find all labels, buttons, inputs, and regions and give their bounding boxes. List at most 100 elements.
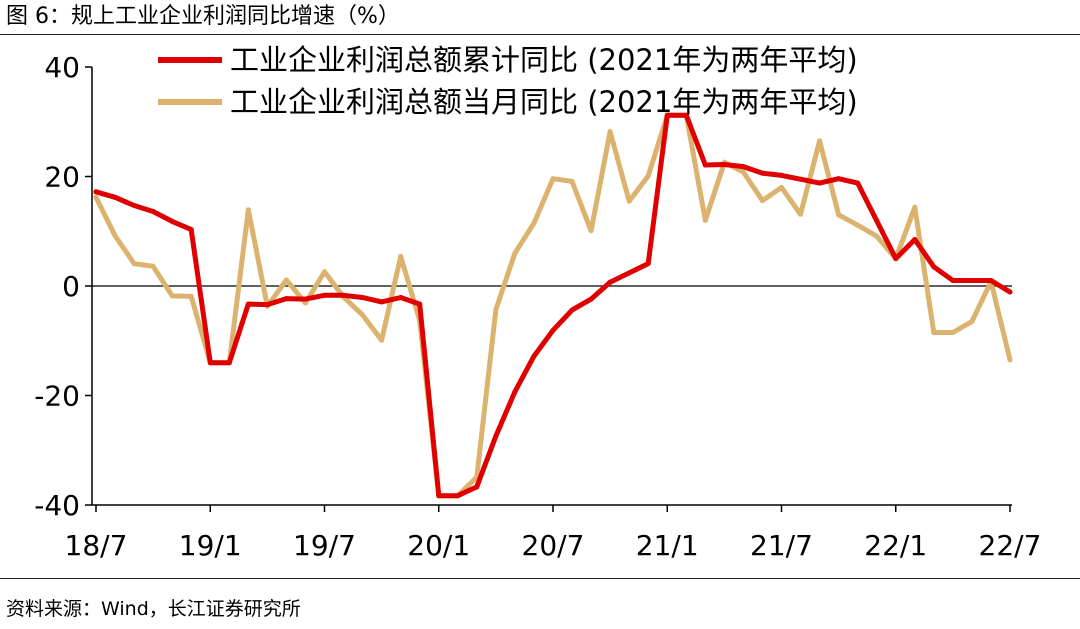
data-point — [626, 270, 632, 276]
data-point — [550, 176, 556, 182]
x-tick-label: 20/7 — [522, 529, 585, 562]
data-point — [112, 194, 118, 200]
data-point — [702, 217, 708, 223]
data-point — [131, 261, 137, 267]
data-point — [417, 301, 423, 307]
data-point — [379, 337, 385, 343]
data-point — [931, 330, 937, 335]
y-axis-ticks: 40 20 0 -20 -40 — [34, 51, 92, 522]
data-point — [455, 493, 461, 499]
data-point — [969, 319, 975, 325]
series-line — [93, 112, 1013, 499]
data-point — [188, 293, 194, 299]
legend-label: 工业企业利润总额当月同比 (2021年为两年平均) — [230, 85, 858, 119]
data-point — [93, 189, 99, 195]
legend-item: 工业企业利润总额当月同比 (2021年为两年平均) — [158, 85, 858, 119]
data-point — [93, 194, 99, 200]
data-point — [150, 209, 156, 214]
data-point — [683, 112, 689, 118]
data-point — [303, 300, 308, 306]
figure-caption: 图 6：规上工业企业利润同比增速（%） — [6, 4, 400, 29]
data-point — [588, 296, 594, 302]
y-tick-label: -40 — [34, 489, 80, 522]
data-point — [721, 162, 727, 167]
series-layer — [93, 112, 1013, 499]
data-point — [245, 301, 251, 307]
source-note: 资料来源：Wind，长江证券研究所 — [6, 598, 301, 620]
data-point — [283, 296, 289, 302]
data-point — [150, 263, 156, 269]
data-point — [550, 327, 556, 333]
data-point — [226, 360, 232, 366]
data-point — [626, 198, 632, 204]
data-point — [607, 279, 613, 285]
data-point — [569, 178, 575, 184]
data-point — [969, 278, 975, 283]
source-divider — [0, 578, 1080, 579]
data-point — [836, 212, 842, 218]
data-point — [874, 218, 880, 224]
data-point — [569, 307, 575, 313]
data-point — [893, 256, 899, 262]
y-tick-label: 40 — [44, 51, 80, 84]
data-point — [379, 299, 385, 305]
data-point — [322, 292, 327, 298]
data-point — [436, 493, 442, 499]
caption-divider — [0, 34, 1080, 35]
axes-layer: 40 20 0 -20 -40 18/7 19/1 19/7 20/1 20/7 21/1 21/7… — [34, 51, 1041, 562]
x-axis-ticks: 18/7 19/1 19/7 20/1 20/7 21/1 21/7 22/1 22/7 — [65, 505, 1042, 562]
data-point — [988, 278, 994, 283]
data-point — [588, 228, 594, 234]
data-point — [398, 295, 404, 300]
x-tick-label: 19/1 — [179, 529, 242, 562]
data-point — [836, 176, 842, 182]
data-point — [1007, 357, 1013, 363]
data-point — [169, 293, 175, 299]
data-point — [855, 180, 861, 186]
data-point — [341, 292, 346, 298]
data-point — [740, 164, 746, 170]
data-point — [169, 218, 175, 224]
data-point — [664, 112, 670, 118]
data-point — [798, 176, 803, 182]
x-tick-label: 21/1 — [636, 529, 699, 562]
data-point — [950, 330, 956, 335]
x-tick-label: 19/7 — [293, 529, 356, 562]
data-point — [645, 173, 651, 179]
data-point — [531, 220, 537, 226]
data-point — [207, 360, 213, 366]
series-line — [93, 112, 1013, 499]
data-point — [245, 207, 251, 213]
profit-growth-chart: 40 20 0 -20 -40 18/7 19/1 19/7 20/1 20/7 21/1 21/7… — [34, 43, 1041, 562]
data-point — [817, 138, 823, 144]
data-point — [474, 484, 480, 490]
x-tick-label: 20/1 — [407, 529, 470, 562]
series-monthly-yoy — [93, 112, 1013, 499]
data-point — [1007, 289, 1013, 295]
data-point — [512, 389, 518, 395]
data-point — [874, 233, 880, 239]
data-point — [493, 307, 499, 312]
data-point — [360, 312, 366, 318]
y-tick-label: -20 — [34, 380, 80, 413]
data-point — [855, 222, 861, 228]
data-point — [740, 169, 746, 175]
legend-item: 工业企业利润总额累计同比 (2021年为两年平均) — [158, 43, 858, 77]
x-tick-label: 22/7 — [979, 529, 1042, 562]
data-point — [131, 203, 137, 208]
data-point — [303, 296, 308, 302]
data-point — [322, 269, 327, 275]
chart-legend: 工业企业利润总额累计同比 (2021年为两年平均) 工业企业利润总额当月同比 (2… — [158, 43, 858, 119]
data-point — [188, 227, 194, 233]
data-point — [512, 250, 518, 256]
x-tick-label: 22/1 — [864, 529, 927, 562]
x-tick-label: 21/7 — [750, 529, 813, 562]
x-tick-label: 18/7 — [65, 529, 128, 562]
data-point — [360, 295, 366, 300]
data-point — [702, 162, 708, 168]
data-point — [779, 172, 784, 178]
data-point — [493, 433, 499, 439]
data-point — [607, 129, 613, 135]
data-point — [912, 237, 918, 242]
data-point — [798, 211, 803, 217]
